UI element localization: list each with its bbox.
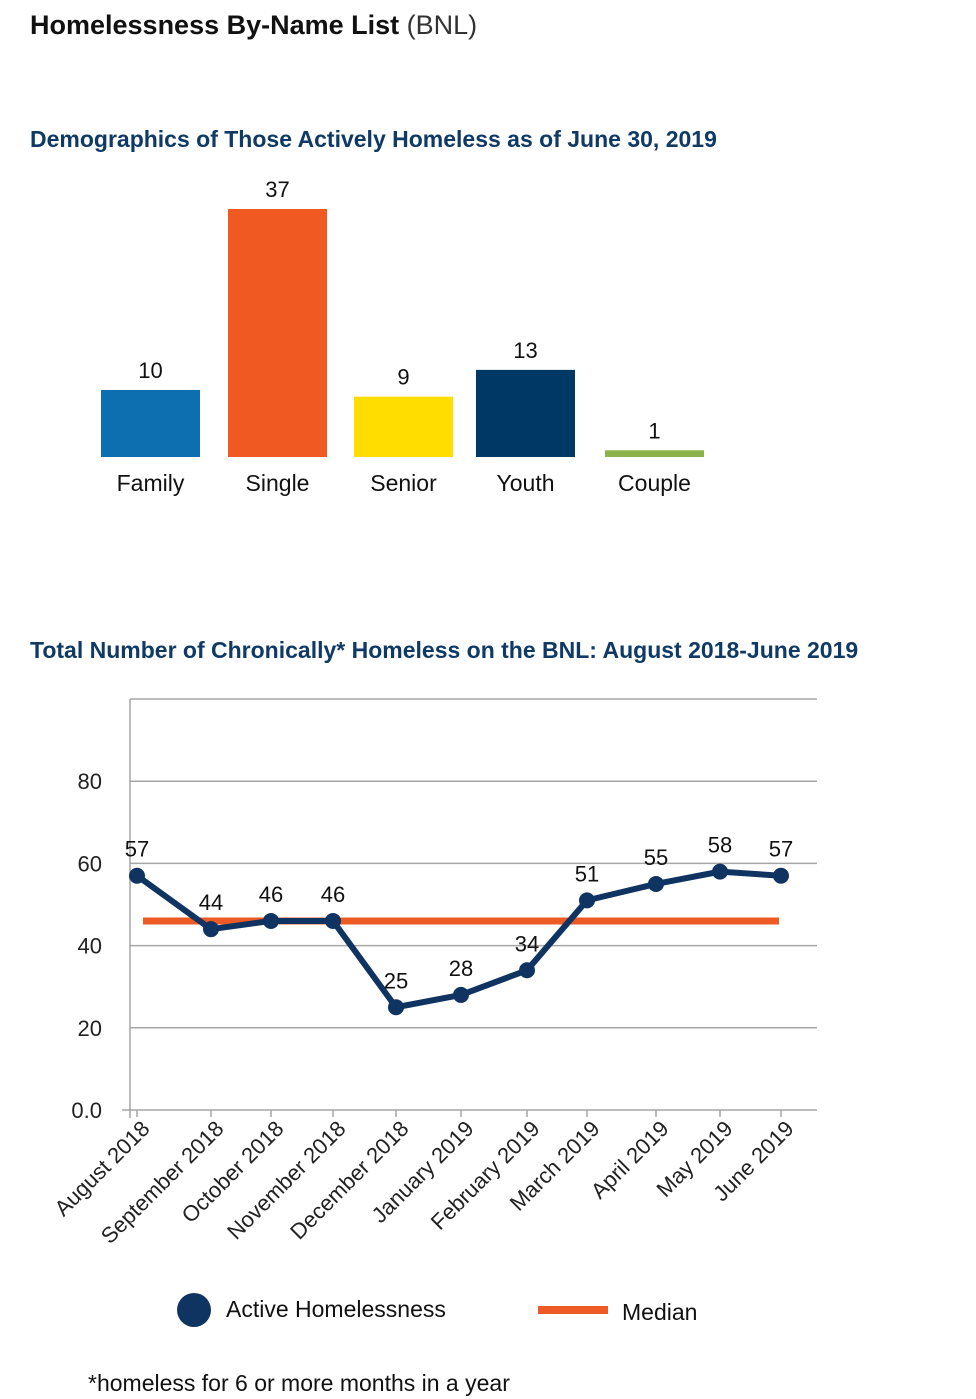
y-tick-label: 40 — [78, 934, 102, 959]
point-value-label: 28 — [449, 956, 473, 981]
bar-family — [101, 389, 200, 457]
point-value-label: 58 — [708, 833, 732, 858]
bar-senior — [354, 396, 453, 457]
bar-category-label: Single — [246, 470, 310, 496]
active-homelessness-line — [135, 868, 782, 1011]
bar-value-label: 10 — [138, 358, 162, 383]
legend-active-label: Active Homelessness — [226, 1296, 446, 1322]
bar-couple — [605, 450, 704, 457]
point-value-label: 44 — [199, 890, 223, 915]
y-tick-label: 0.0 — [71, 1098, 102, 1123]
y-tick-label: 20 — [78, 1016, 102, 1041]
page-title: Homelessness By-Name List (BNL) — [30, 10, 477, 41]
page-title-sub: (BNL) — [406, 10, 478, 40]
page-title-main: Homelessness By-Name List — [30, 10, 400, 40]
point-value-label: 51 — [575, 861, 599, 886]
bar-category-label: Couple — [618, 470, 691, 496]
data-point — [519, 962, 535, 979]
data-point — [388, 999, 404, 1016]
bar-chart: 10 Family 37 Single 9 Senior 13 Youth 1 Couple — [101, 177, 704, 496]
data-point — [712, 863, 728, 880]
bar-value-label: 9 — [397, 365, 409, 390]
y-tick-label: 80 — [78, 769, 102, 794]
legend-median-label: Median — [622, 1299, 697, 1325]
data-point — [773, 867, 789, 884]
data-point — [648, 875, 664, 892]
y-tick-label: 60 — [78, 851, 102, 876]
point-value-label: 34 — [515, 931, 539, 956]
bar-youth — [476, 369, 575, 457]
legend-active-marker — [177, 1293, 211, 1327]
bar-value-label: 37 — [265, 177, 289, 202]
line-chart-title: Total Number of Chronically* Homeless on… — [30, 637, 859, 663]
x-tick-label: December 2018 — [285, 1116, 413, 1244]
point-value-label: 25 — [384, 968, 408, 993]
bar-value-label: 1 — [648, 418, 660, 443]
footnote: *homeless for 6 or more months in a year — [88, 1370, 510, 1396]
point-value-label: 46 — [321, 882, 345, 907]
bar-value-label: 13 — [513, 338, 537, 363]
bar-category-label: Senior — [370, 470, 437, 496]
point-value-label: 57 — [769, 837, 793, 862]
bar-category-label: Family — [117, 470, 185, 496]
data-point — [453, 986, 469, 1003]
point-value-label: 57 — [125, 837, 149, 862]
bar-single — [228, 209, 327, 457]
data-point — [325, 912, 341, 929]
bar-category-label: Youth — [497, 470, 555, 496]
bar-chart-title: Demographics of Those Actively Homeless … — [30, 126, 717, 152]
data-point — [263, 912, 279, 929]
data-point — [203, 921, 219, 938]
point-value-label: 55 — [644, 845, 668, 870]
data-point — [579, 892, 595, 909]
point-value-label: 46 — [259, 882, 283, 907]
data-point — [129, 867, 145, 884]
